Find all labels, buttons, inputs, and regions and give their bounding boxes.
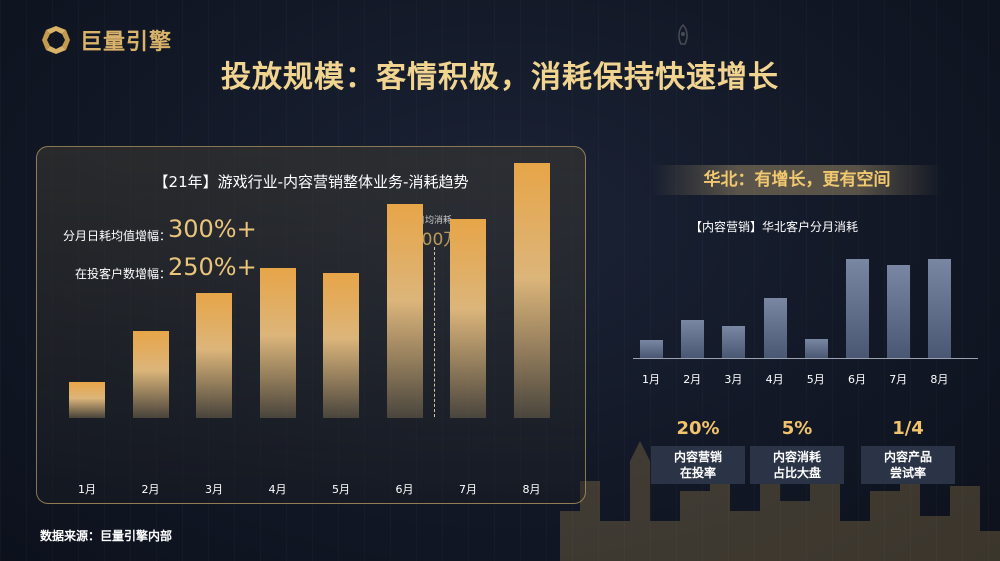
- stat-box-1: 内容营销 在投率: [651, 446, 745, 484]
- left-bar-7: [450, 219, 486, 418]
- right-x-label-4: 4月: [765, 373, 784, 386]
- stat-box-2: 内容消耗 占比大盘: [750, 446, 844, 484]
- left-x-label-4: 4月: [268, 483, 287, 496]
- right-bar-2: [681, 320, 705, 358]
- avg-consumption-label: 日均消耗: [415, 216, 452, 226]
- right-bar-8: [928, 259, 952, 358]
- brand-logo: 巨量引擎: [40, 24, 172, 56]
- stat-label-2a: 内容消耗: [772, 450, 821, 464]
- stat-value-3: 1/4: [892, 418, 924, 439]
- right-x-label-7: 7月: [889, 373, 908, 386]
- avg-divider-line: [434, 247, 435, 417]
- left-x-label-1: 1月: [78, 483, 96, 496]
- left-x-label-8: 8月: [522, 483, 541, 496]
- page-title: 投放规模：客情积极，消耗保持快速增长: [221, 60, 779, 95]
- metric1-label: 分月日耗均值增幅：: [63, 229, 172, 243]
- left-bar-2: [132, 331, 169, 418]
- right-bar-6: [846, 259, 869, 358]
- left-bar-4: [259, 267, 296, 418]
- right-chart-baseline: [633, 358, 978, 359]
- stat-box-3: 内容产品 尝试率: [861, 446, 955, 484]
- right-x-label-2: 2月: [683, 373, 702, 386]
- left-bar-6: [386, 203, 423, 418]
- rocket-icon: [678, 23, 688, 45]
- stat-label-3a: 内容产品: [883, 450, 932, 464]
- metric1-value: 300%+: [168, 215, 257, 243]
- right-chart-title: 【内容营销】华北客户分月消耗: [690, 220, 859, 234]
- stat-value-2: 5%: [781, 418, 813, 439]
- left-bar-5: [323, 272, 359, 418]
- stat-label-3b: 尝试率: [889, 466, 926, 480]
- left-bar-3: [196, 293, 232, 418]
- brand-name: 巨量引擎: [80, 30, 173, 55]
- right-x-label-3: 3月: [724, 373, 743, 386]
- region-banner: 华北：有增长，更有空间: [652, 165, 942, 195]
- data-source: 数据来源：巨量引擎内部: [40, 529, 173, 543]
- left-x-label-5: 5月: [332, 483, 350, 496]
- right-x-label-5: 5月: [806, 373, 825, 386]
- right-bar-4: [763, 298, 787, 358]
- left-panel-title: 【21年】游戏行业-内容营销整体业务-消耗趋势: [153, 173, 469, 191]
- left-x-label-2: 2月: [141, 483, 160, 496]
- right-bar-7: [887, 265, 911, 358]
- metric2-value: 250%+: [168, 253, 257, 281]
- left-chart-panel: 【21年】游戏行业-内容营销整体业务-消耗趋势 分月日耗均值增幅： 300%+ …: [36, 146, 586, 504]
- stat-label-1b: 在投率: [679, 466, 716, 480]
- left-x-label-3: 3月: [205, 483, 223, 496]
- left-bar-1: [69, 382, 105, 418]
- left-bar-8: [513, 163, 550, 418]
- right-x-label-8: 8月: [930, 373, 949, 386]
- right-x-label-6: 6月: [848, 373, 866, 386]
- stat-value-1: 20%: [676, 418, 720, 439]
- left-x-label-6: 6月: [395, 483, 414, 496]
- right-bar-1: [640, 340, 663, 358]
- metric2-label: 在投客户数增幅：: [75, 267, 172, 281]
- logo-icon: [42, 26, 70, 54]
- stat-label-1a: 内容营销: [673, 450, 722, 464]
- right-bar-3: [722, 326, 746, 358]
- left-x-label-7: 7月: [459, 483, 477, 496]
- right-x-label-1: 1月: [642, 373, 660, 386]
- right-bar-5: [804, 339, 828, 358]
- skyline-decoration: [560, 441, 1000, 561]
- stat-label-2b: 占比大盘: [772, 466, 821, 480]
